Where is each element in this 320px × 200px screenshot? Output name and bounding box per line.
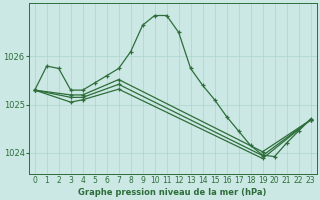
X-axis label: Graphe pression niveau de la mer (hPa): Graphe pression niveau de la mer (hPa): [78, 188, 267, 197]
